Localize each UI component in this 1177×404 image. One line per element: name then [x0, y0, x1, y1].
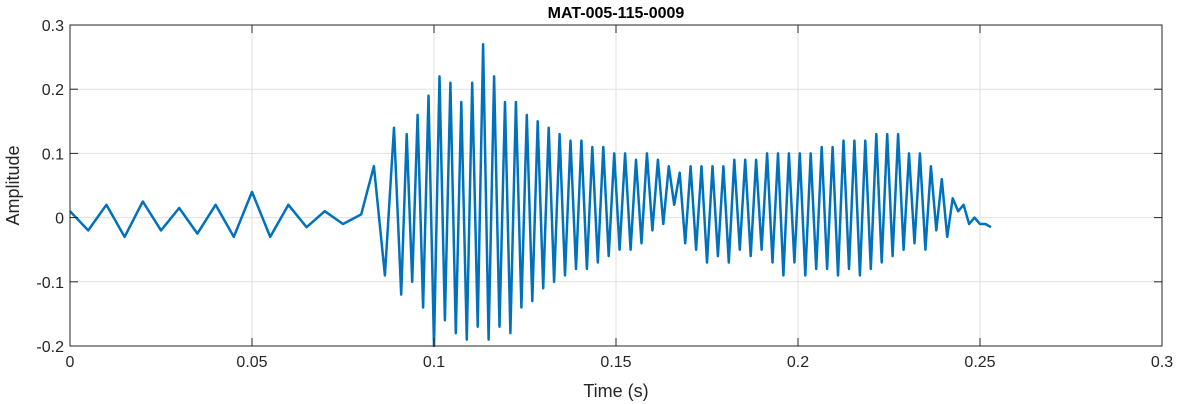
x-tick-label: 0.15 — [600, 354, 631, 371]
y-axis-label: Amplitude — [3, 145, 23, 225]
x-tick-label: 0.3 — [1151, 354, 1173, 371]
series-layer — [69, 43, 992, 348]
y-tick-label: 0.1 — [42, 146, 64, 163]
y-tick-label: 0.3 — [42, 18, 64, 35]
y-tick-label: -0.1 — [36, 275, 64, 292]
y-tick-label: 0.2 — [42, 82, 64, 99]
chart-title: MAT-005-115-0009 — [548, 5, 685, 22]
x-axis-ticks: 0 0.05 0.1 0.15 0.2 0.25 0.3 — [66, 25, 1173, 371]
series-line — [69, 43, 992, 348]
y-axis-ticks: -0.2 -0.1 0 0.1 0.2 0.3 — [36, 18, 1162, 356]
x-tick-label: 0.25 — [964, 354, 995, 371]
x-tick-label: 0 — [66, 354, 75, 371]
x-tick-label: 0.2 — [787, 354, 809, 371]
x-tick-label: 0.1 — [423, 354, 445, 371]
y-tick-label: 0 — [55, 211, 64, 228]
y-tick-label: -0.2 — [36, 339, 64, 356]
x-tick-label: 0.05 — [236, 354, 267, 371]
x-axis-label: Time (s) — [583, 381, 648, 401]
